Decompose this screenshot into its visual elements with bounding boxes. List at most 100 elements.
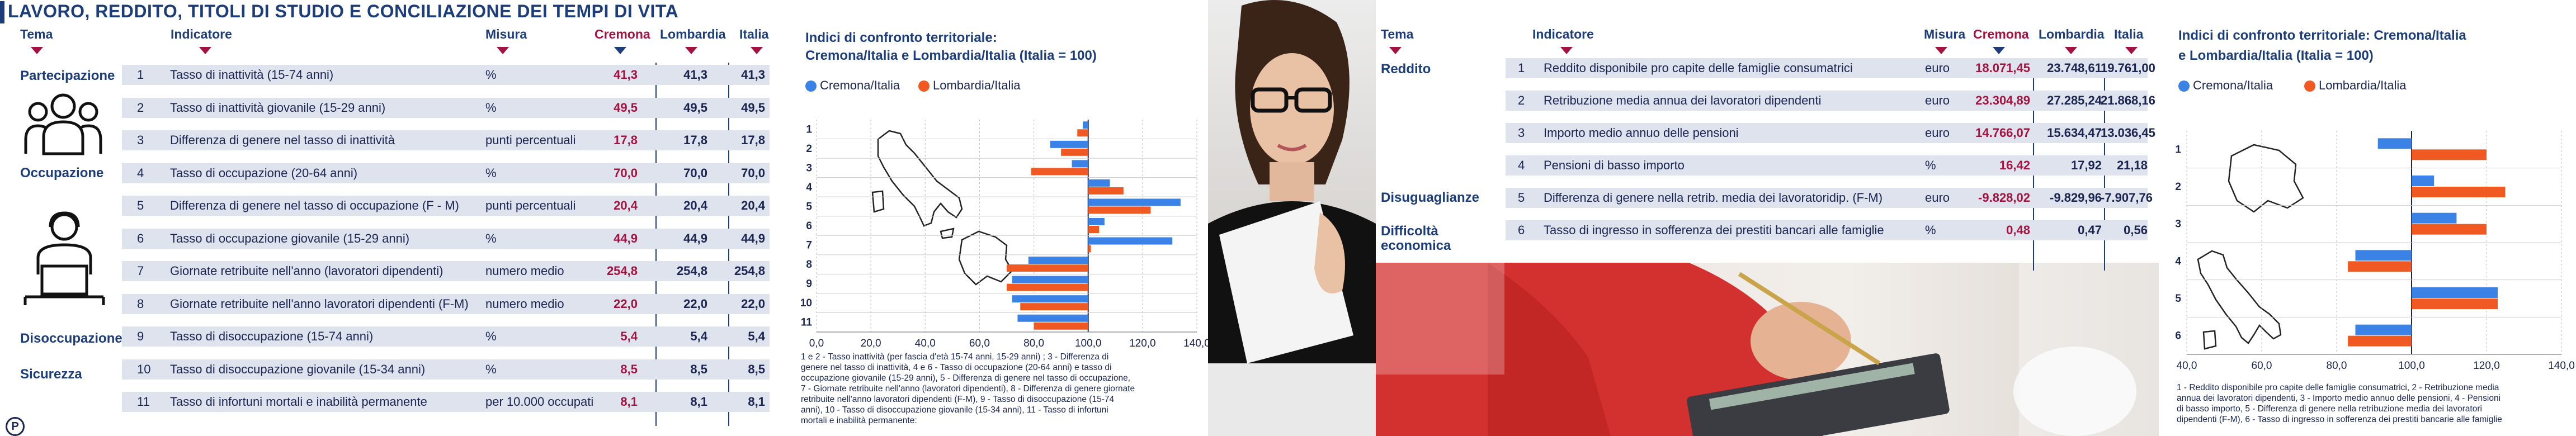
row-indicatore: Differenza di genere nel tasso di occupa… bbox=[170, 198, 459, 212]
row-lombardia-value: 23.748,61 bbox=[2047, 61, 2102, 75]
group-people-icon bbox=[24, 93, 102, 155]
row-cremona-value: 17,8 bbox=[614, 133, 638, 147]
table-row bbox=[122, 326, 770, 347]
row-number: 6 bbox=[1518, 223, 1525, 237]
row-misura: euro bbox=[1925, 191, 1950, 205]
row-italia-value: 19.761,00 bbox=[2101, 61, 2155, 75]
chart2-title-line1: Indici di confronto territoriale: Cremon… bbox=[2178, 28, 2466, 43]
bar-cremona bbox=[1012, 276, 1088, 283]
category-label: 5 bbox=[2175, 293, 2181, 305]
category-label: 6 bbox=[806, 220, 812, 232]
bar-lombardia bbox=[1007, 283, 1088, 291]
chart2-legend-cremona: Cremona/Italia bbox=[2178, 78, 2273, 93]
row-italia-value: 44,9 bbox=[741, 231, 765, 245]
row-italia-value: 5,4 bbox=[748, 329, 765, 343]
table-row bbox=[122, 163, 770, 183]
row-italia-value: 70,0 bbox=[741, 165, 765, 180]
tema-partecipazione: Partecipazione bbox=[20, 68, 115, 83]
header-lombardia: Lombardia bbox=[2039, 27, 2105, 41]
tema-disuguaglianze: Disuguaglianze bbox=[1381, 190, 1480, 205]
row-italia-value: 0,56 bbox=[2124, 223, 2148, 237]
row-lombardia-value: 20,4 bbox=[683, 198, 707, 212]
header-italia: Italia bbox=[739, 27, 769, 41]
triangle-marker bbox=[1935, 47, 1947, 54]
row-misura: % bbox=[1925, 223, 1936, 237]
tema-disoccupazione: Disoccupazione bbox=[20, 331, 122, 346]
row-cremona-value: 70,0 bbox=[614, 165, 638, 180]
x-tick-label: 140,0 bbox=[1183, 338, 1210, 349]
row-indicatore: Tasso di occupazione giovanile (15-29 an… bbox=[170, 231, 410, 245]
row-indicatore: Retribuzione media annua dei lavoratori … bbox=[1544, 93, 1822, 107]
category-label: 5 bbox=[806, 201, 812, 212]
triangle-marker bbox=[751, 47, 763, 54]
category-label: 7 bbox=[806, 240, 812, 252]
legend-label: Cremona/Italia bbox=[820, 78, 900, 92]
worker-computer-icon bbox=[23, 211, 105, 305]
bar-lombardia bbox=[1007, 264, 1088, 272]
triangle-marker bbox=[1389, 47, 1402, 54]
x-tick-label: 140,0 bbox=[2548, 360, 2575, 372]
row-number: 3 bbox=[1518, 126, 1525, 140]
row-number: 9 bbox=[137, 329, 144, 343]
bar-lombardia bbox=[1031, 168, 1088, 176]
triangle-marker bbox=[31, 47, 43, 54]
row-number: 5 bbox=[137, 198, 144, 212]
row-indicatore: Tasso di inattività giovanile (15-29 ann… bbox=[170, 100, 386, 115]
bar-lombardia bbox=[1061, 148, 1088, 156]
header-misura: Misura bbox=[485, 27, 527, 41]
table-row bbox=[122, 196, 770, 216]
row-misura: euro bbox=[1925, 126, 1950, 140]
bar-cremona bbox=[2377, 138, 2412, 149]
row-lombardia-value: 254,8 bbox=[676, 264, 707, 278]
table-reddito: Tema Indicatore Misura Cremona Lombardia… bbox=[1376, 25, 2159, 271]
row-cremona-value: 44,9 bbox=[614, 231, 638, 245]
header-cremona: Cremona bbox=[595, 27, 650, 41]
table-row bbox=[122, 97, 770, 118]
header-indicatore: Indicatore bbox=[171, 27, 232, 41]
row-lombardia-value: 17,92 bbox=[2070, 158, 2102, 172]
bar-lombardia bbox=[1077, 129, 1088, 137]
tema-economica: economica bbox=[1381, 238, 1451, 253]
bar-cremona bbox=[1088, 218, 1105, 225]
chart1-legend-cremona: Cremona/Italia bbox=[805, 78, 900, 93]
table-row bbox=[122, 65, 770, 85]
chart1-title-line2: Cremona/Italia e Lombardia/Italia (Itali… bbox=[805, 48, 1097, 63]
triangle-marker bbox=[497, 47, 509, 54]
row-italia-value: 49,5 bbox=[741, 100, 765, 115]
triangle-marker bbox=[2065, 47, 2077, 54]
page-title-bar: LAVORO, REDDITO, TITOLI DI STUDIO E CONC… bbox=[0, 0, 783, 26]
bar-cremona bbox=[1028, 257, 1088, 264]
table-row bbox=[122, 228, 770, 249]
bar-cremona bbox=[2355, 250, 2412, 261]
triangle-marker bbox=[614, 47, 626, 54]
bar-cremona bbox=[2355, 324, 2412, 335]
legend-dot-blue bbox=[2178, 80, 2190, 92]
header-tema: Tema bbox=[1381, 27, 1414, 41]
bar-cremona bbox=[1083, 121, 1088, 129]
triangle-marker bbox=[685, 47, 697, 54]
row-cremona-value: 0,48 bbox=[2006, 223, 2030, 237]
legend-dot-orange bbox=[918, 80, 930, 92]
chart2-legend-lombardia: Lombardia/Italia bbox=[2304, 78, 2407, 93]
row-lombardia-value: 15.634,47 bbox=[2047, 126, 2102, 140]
x-tick-label: 80,0 bbox=[1023, 338, 1044, 349]
row-misura: % bbox=[485, 100, 497, 115]
logo-letter: P bbox=[11, 420, 19, 433]
row-misura: % bbox=[485, 68, 497, 82]
row-cremona-value: 8,5 bbox=[620, 362, 638, 376]
bar-lombardia bbox=[2348, 335, 2412, 347]
map-outline-icon bbox=[2228, 144, 2304, 213]
tema-difficolta: Difficoltà bbox=[1381, 224, 1438, 239]
row-misura: % bbox=[485, 231, 497, 245]
row-lombardia-value: 0,47 bbox=[2078, 223, 2102, 237]
bar-lombardia bbox=[2348, 261, 2412, 272]
header-misura: Misura bbox=[1924, 27, 1966, 41]
header-tema: Tema bbox=[20, 27, 53, 41]
row-cremona-value: -9.828,02 bbox=[1978, 191, 2030, 205]
x-tick-label: 20,0 bbox=[861, 338, 881, 349]
table-row bbox=[122, 293, 770, 314]
row-misura: euro bbox=[1925, 93, 1950, 107]
row-cremona-value: 41,3 bbox=[614, 68, 638, 82]
header-lombardia: Lombardia bbox=[660, 27, 726, 41]
row-misura: % bbox=[485, 329, 497, 343]
